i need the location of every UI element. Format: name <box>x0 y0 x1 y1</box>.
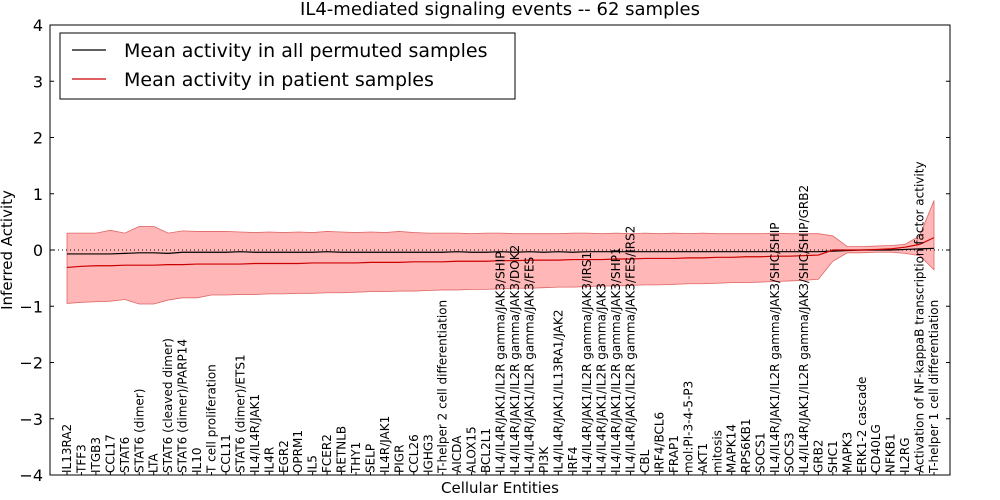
x-tick-label: T cell proliferation <box>205 364 219 474</box>
x-tick-label: IL4/IL4R/JAK1/IL2R gamma/JAK3/DOK2 <box>508 245 522 473</box>
x-axis-label: Cellular Entities <box>441 479 559 497</box>
x-tick-label: NFKB1 <box>884 433 898 473</box>
x-tick-label: EGR2 <box>277 440 291 473</box>
legend-box <box>59 32 516 100</box>
x-tick-label: IL4/IL4R/JAK1/IL13RA1/JAK2 <box>551 310 565 474</box>
chart-title: IL4-mediated signaling events -- 62 samp… <box>300 0 700 20</box>
x-tick-label: IL4R/JAK1 <box>378 416 392 473</box>
legend-label-patient: Mean activity in patient samples <box>124 69 434 91</box>
x-tick-label: RETNLB <box>335 426 349 473</box>
x-tick-label: Activation of NF-kappaB transcription fa… <box>913 161 927 473</box>
x-tick-label: TFF3 <box>74 444 88 474</box>
series-layer <box>66 237 935 269</box>
x-tick-label: IRF4/BCL6 <box>652 412 666 473</box>
x-tick-label: SOCS1 <box>754 432 768 473</box>
y-tick-label: 0 <box>33 241 43 260</box>
legend-label-permuted: Mean activity in all permuted samples <box>124 40 487 62</box>
y-tick-label: −4 <box>19 466 43 485</box>
x-tick-label: mitosis <box>710 430 724 473</box>
x-tick-label: MAPK3 <box>840 432 854 473</box>
x-tick-label: ALOX15 <box>465 426 479 473</box>
x-tick-label: IL4/IL4R/JAK1/IL2R gamma/JAK3 <box>595 283 609 473</box>
x-tick-label: STAT6 (dimer) <box>132 389 146 473</box>
y-tick-label: 1 <box>33 185 43 204</box>
x-tick-label: CCL26 <box>407 434 421 473</box>
x-tick-label: IL4/IL4R/JAK1 <box>248 394 262 473</box>
x-tick-label: IL2RG <box>898 438 912 474</box>
y-tick-label: −2 <box>19 354 43 373</box>
x-tick-label: IL4/IL4R/JAK1/IL2R gamma/JAK3/SHC/SHIP <box>768 222 782 473</box>
x-tick-label: SELP <box>363 444 377 473</box>
x-tick-label: mol:PI-3-4-5-P3 <box>681 381 695 473</box>
x-tick-label: CBL <box>638 449 652 473</box>
x-tick-label: PI3K <box>537 446 551 473</box>
y-tick-label: −3 <box>19 410 43 429</box>
x-tick-label: IL4/IL4R/JAK1/IL2R gamma/JAK3/SHIP <box>494 252 508 473</box>
x-tick-label: ITGB3 <box>89 437 103 473</box>
x-tick-label: STAT6 (dimer)/PARP14 <box>176 339 190 473</box>
x-tick-label: CCL11 <box>219 434 233 473</box>
x-tick-label: IL4/IL4R/JAK1/IL2R gamma/JAK3/SHC/SHIP/G… <box>797 185 811 473</box>
x-tick-label: IL4/IL4R/JAK1/IL2R gamma/JAK3/IRS1 <box>580 252 594 473</box>
x-tick-label: IGHG3 <box>421 434 435 473</box>
x-tick-label: FCER2 <box>320 434 334 473</box>
x-tick-label: AICDA <box>450 435 464 473</box>
x-tick-label: GRB2 <box>811 439 825 473</box>
x-tick-label: IL13RA2 <box>60 424 74 473</box>
y-axis-label: Inferred Activity <box>0 190 16 310</box>
x-tick-label: ERK1-2 cascade <box>855 377 869 473</box>
x-tick-label: IL4/IL4R/JAK1/IL2R gamma/JAK3/FES <box>522 257 536 473</box>
x-tick-label: IL5 <box>306 455 320 473</box>
x-tick-label: SHC1 <box>826 440 840 473</box>
x-tick-label: IL10 <box>190 448 204 474</box>
y-tick-label: 3 <box>33 72 43 91</box>
x-tick-label: FRAP1 <box>667 435 681 473</box>
x-tick-labels: IL13RA2 TFF3 ITGB3 CCL17 STAT6 STAT6 (dimer) L… <box>60 161 941 475</box>
y-tick-label: −1 <box>19 297 43 316</box>
x-tick-label: STAT6 (dimer)/ETS1 <box>233 354 247 473</box>
series-line-1 <box>66 237 935 269</box>
x-tick-label: IL4/IL4R/JAK1/IL2R gamma/JAK3/SHP1 <box>609 247 623 473</box>
x-tick-label: IL4R <box>262 447 276 473</box>
x-tick-label: RPS6KB1 <box>739 418 753 473</box>
x-tick-label: PIGR <box>392 445 406 473</box>
x-tick-label: CCL17 <box>103 434 117 473</box>
x-tick-label: AKT1 <box>696 443 710 473</box>
x-tick-label: IL4/IL4R/JAK1/IL2R gamma/JAK3/FES/IRS2 <box>624 226 638 473</box>
x-tick-label: STAT6 (cleaved dimer) <box>161 338 175 473</box>
legend: Mean activity in all permuted samples Me… <box>59 32 516 100</box>
y-tick-label: 4 <box>33 16 43 35</box>
x-tick-label: SOCS3 <box>783 432 797 473</box>
x-tick-label: OPRM1 <box>291 430 305 473</box>
x-tick-label: BCL2L1 <box>479 428 493 473</box>
x-tick-label: LTA <box>147 453 161 473</box>
series-line-0 <box>67 247 935 255</box>
x-tick-label: T-helper 2 cell differentiation <box>436 300 450 474</box>
y-axis: −4 −3 −2 −1 0 1 2 3 4 <box>19 16 950 485</box>
x-tick-label: THY1 <box>349 442 363 474</box>
x-tick-label: MAPK14 <box>725 424 739 473</box>
x-tick-label: T-helper 1 cell differentiation <box>927 300 941 474</box>
y-tick-label: 2 <box>33 129 43 148</box>
x-tick-label: CD40LG <box>869 424 883 473</box>
x-tick-label: STAT6 <box>118 437 132 473</box>
x-tick-label: IRF4 <box>566 447 580 473</box>
